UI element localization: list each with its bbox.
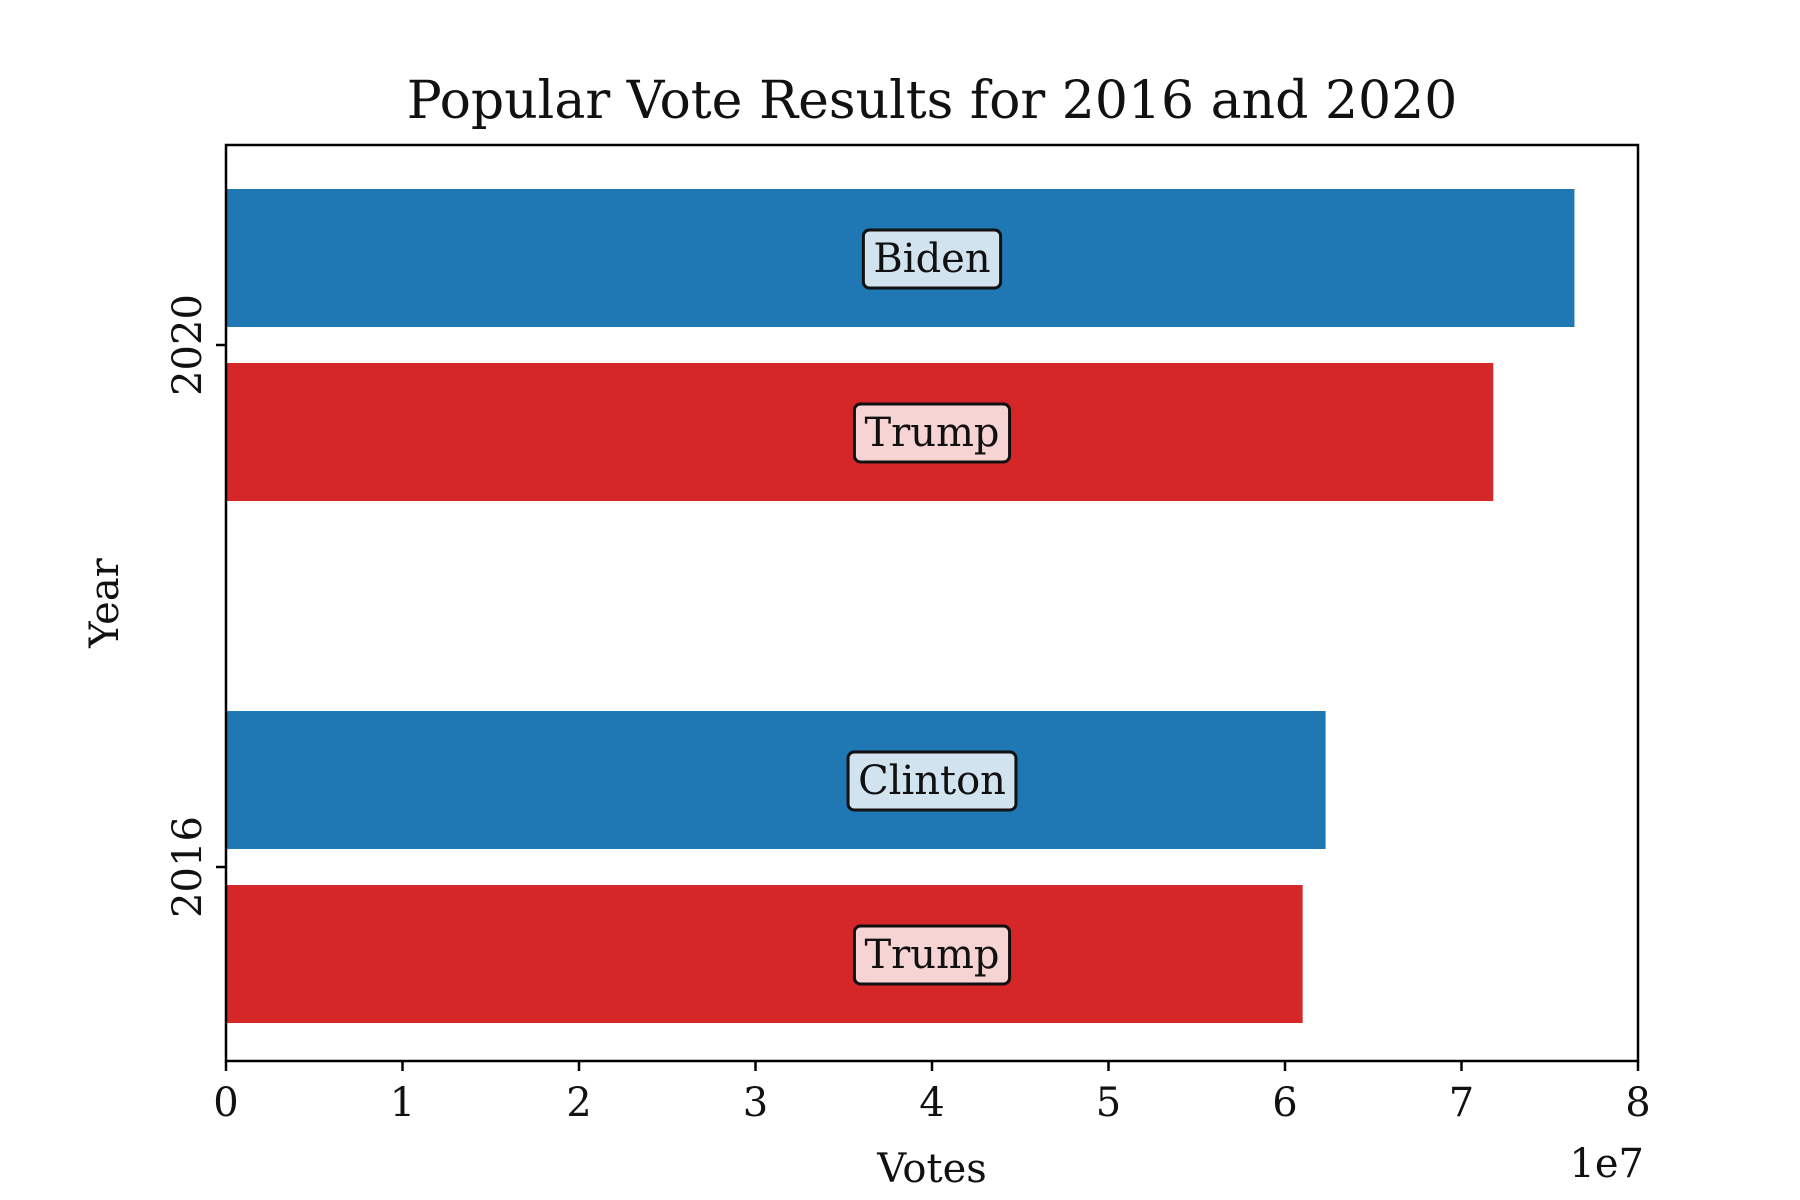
y-axis: 2016 2020 (165, 294, 226, 918)
bar-2016-clinton (226, 711, 1326, 849)
bar-label-2020-trump: Trump (852, 402, 1012, 464)
x-tick-label: 8 (1625, 1080, 1650, 1126)
x-tick-label: 4 (919, 1080, 944, 1126)
chart-title: Popular Vote Results for 2016 and 2020 (407, 71, 1458, 131)
x-tick-label: 0 (213, 1080, 238, 1126)
bar-labels-layer: Trump Clinton Trump Biden (846, 228, 1018, 986)
x-tick-label: 7 (1449, 1080, 1474, 1126)
x-axis: 0 1 2 3 4 5 6 7 8 (213, 1061, 1651, 1126)
bar-label-2020-biden: Biden (861, 228, 1003, 290)
bar-label-2016-clinton: Clinton (846, 750, 1018, 812)
bar-label-text: Clinton (858, 758, 1006, 804)
bar-label-text: Biden (873, 236, 990, 282)
x-tick-label: 1 (390, 1080, 415, 1126)
bar-label-2016-trump: Trump (852, 924, 1012, 986)
x-tick-label: 6 (1272, 1080, 1297, 1126)
x-tick-label: 2 (566, 1080, 591, 1126)
x-tick-label: 5 (1096, 1080, 1121, 1126)
bar-label-text: Trump (864, 932, 999, 978)
x-axis-scale-note: 1e7 (1569, 1141, 1644, 1187)
bar-label-box (852, 402, 1012, 464)
bars-layer (226, 189, 1575, 1023)
y-axis-label: Year (82, 557, 128, 648)
y-tick-label: 2020 (165, 294, 211, 396)
x-tick-label: 3 (743, 1080, 768, 1126)
bar-2016-trump (226, 885, 1303, 1023)
bar-label-box (846, 750, 1018, 812)
y-tick-label: 2016 (165, 816, 211, 918)
bar-label-box (852, 924, 1012, 986)
x-axis-label: Votes (876, 1146, 987, 1192)
bar-label-box (861, 228, 1003, 290)
bar-label-text: Trump (864, 410, 999, 456)
